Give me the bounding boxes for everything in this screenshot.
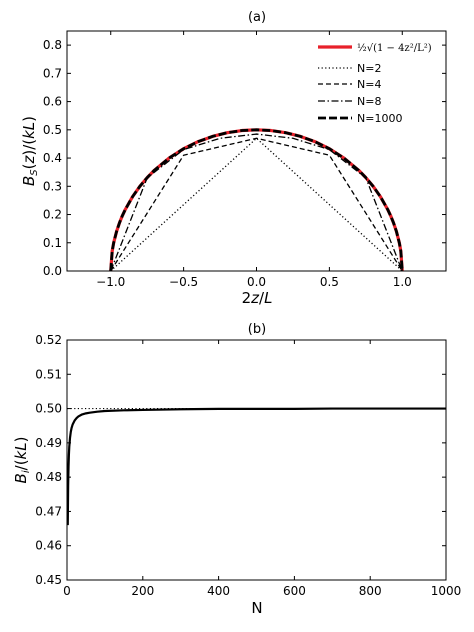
y-tick-label: 0.48 [35, 470, 62, 484]
y-tick-label: 0.4 [43, 151, 62, 165]
y-tick-label: 0.7 [43, 66, 62, 80]
x-tick-label: 0.5 [320, 275, 339, 289]
series-line-0 [66, 407, 446, 526]
y-tick-label: 0.3 [43, 179, 62, 193]
panel-b-frame [66, 339, 447, 581]
x-tick-label: −0.5 [169, 275, 198, 289]
y-tick-label: 0.46 [35, 539, 62, 553]
legend-entry-label: N=4 [357, 78, 381, 91]
panel-a-y-axis-label: BS(z)/(kL) [20, 116, 40, 186]
legend-entry-label: N=8 [357, 95, 381, 108]
x-tick-label: 800 [359, 584, 382, 598]
y-tick-label: 0.50 [35, 402, 62, 416]
panel-b-title: (b) [248, 322, 266, 337]
y-tick-label: 0.6 [43, 95, 62, 109]
panel-b-x-axis-label: N [251, 599, 262, 617]
x-tick-label: 1000 [431, 584, 462, 598]
y-tick-label: 0.45 [35, 573, 62, 587]
panel-a-x-axis-label: 2z/L [242, 289, 273, 307]
x-tick-label: 1.0 [393, 275, 412, 289]
panel-a-legend: ½√(1 − 4z²/L²) N=2 N=4 N=8 N=1000 [318, 43, 432, 125]
panel-b: (b) 0 200 400 600 800 1000 0.45 0.46 0.47 0.48 0.4… [12, 322, 461, 617]
y-tick-label: 0.51 [35, 367, 62, 381]
series-line-n-2 [110, 137, 403, 272]
y-tick-label: 0.1 [43, 236, 62, 250]
legend-entry-label: N=2 [357, 62, 381, 75]
panel-a: (a) −1.0 −0.5 0.0 0.5 1.0 0.0 0.1 0.2 0.3 0.4 0.5 0… [20, 10, 447, 307]
x-tick-label: 0 [63, 584, 71, 598]
series-line-n-4 [110, 137, 403, 272]
panel-b-y-axis-label: Bi/(kL) [12, 437, 32, 484]
legend-entry-label: ½√(1 − 4z²/L²) [357, 43, 432, 54]
y-tick-label: 0.2 [43, 208, 62, 222]
x-tick-label: 400 [207, 584, 230, 598]
y-tick-label: 0.5 [43, 123, 62, 137]
y-tick-label: 0.47 [35, 504, 62, 518]
legend-entry-label: N=1000 [357, 112, 402, 125]
y-tick-label: 0.0 [43, 264, 62, 278]
x-tick-label: 0.0 [247, 275, 266, 289]
x-tick-label: −1.0 [96, 275, 125, 289]
series-line-n-8 [110, 133, 403, 272]
series-line-n-1000 [109, 128, 404, 272]
y-tick-label: 0.49 [35, 436, 62, 450]
x-tick-label: 600 [283, 584, 306, 598]
y-tick-label: 0.52 [35, 333, 62, 347]
panel-a-title: (a) [248, 10, 266, 25]
x-tick-label: 200 [131, 584, 154, 598]
y-tick-label: 0.8 [43, 38, 62, 52]
panel-a-frame [66, 30, 447, 272]
